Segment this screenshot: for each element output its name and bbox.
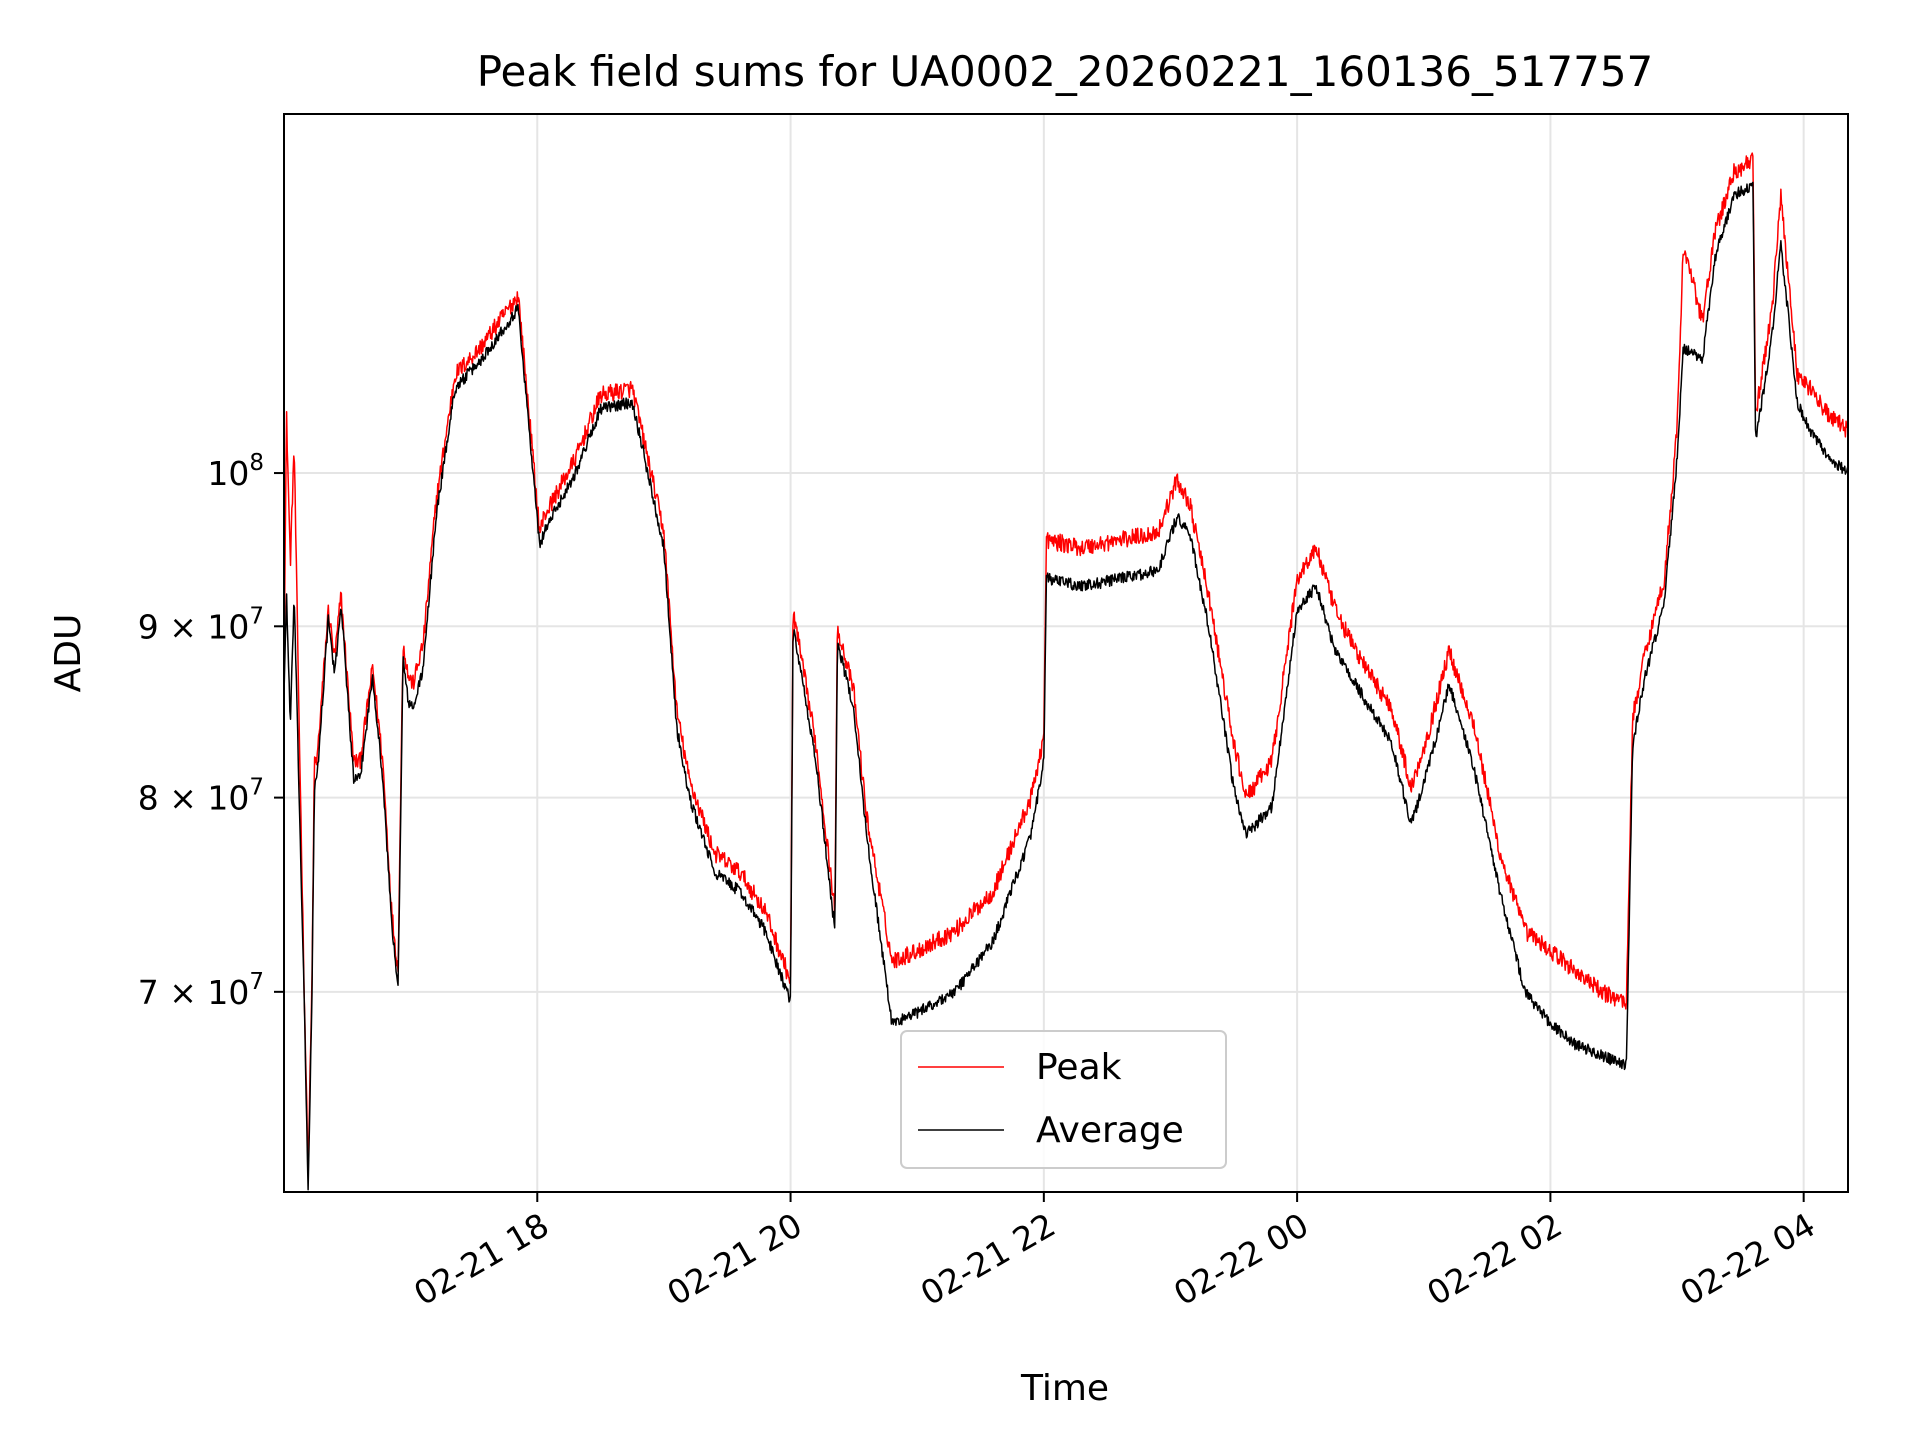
y-tick-label: 8 × 107 — [138, 775, 264, 818]
y-tick-label: 7 × 107 — [138, 969, 264, 1012]
y-axis-label: ADU — [48, 614, 89, 693]
plot-area-frame — [283, 113, 1849, 1193]
legend-label-peak: Peak — [1036, 1047, 1122, 1088]
series-layer — [284, 152, 1848, 1191]
y-tick-label: 108 — [207, 450, 264, 493]
legend-label-average: Average — [1036, 1110, 1184, 1151]
legend: Peak Average — [900, 1030, 1227, 1169]
legend-box — [900, 1030, 1227, 1169]
y-axis-ticks: 7 × 107 8 × 107 9 × 107 108 — [138, 450, 284, 1012]
chart-title: Peak field sums for UA0002_20260221_1601… — [477, 47, 1654, 96]
grid-layer — [284, 114, 1848, 1192]
series-line-average — [284, 181, 1848, 1191]
series-line-peak — [284, 152, 1848, 1162]
y-tick-label: 9 × 107 — [138, 603, 264, 646]
x-axis-label: Time — [1020, 1368, 1109, 1409]
